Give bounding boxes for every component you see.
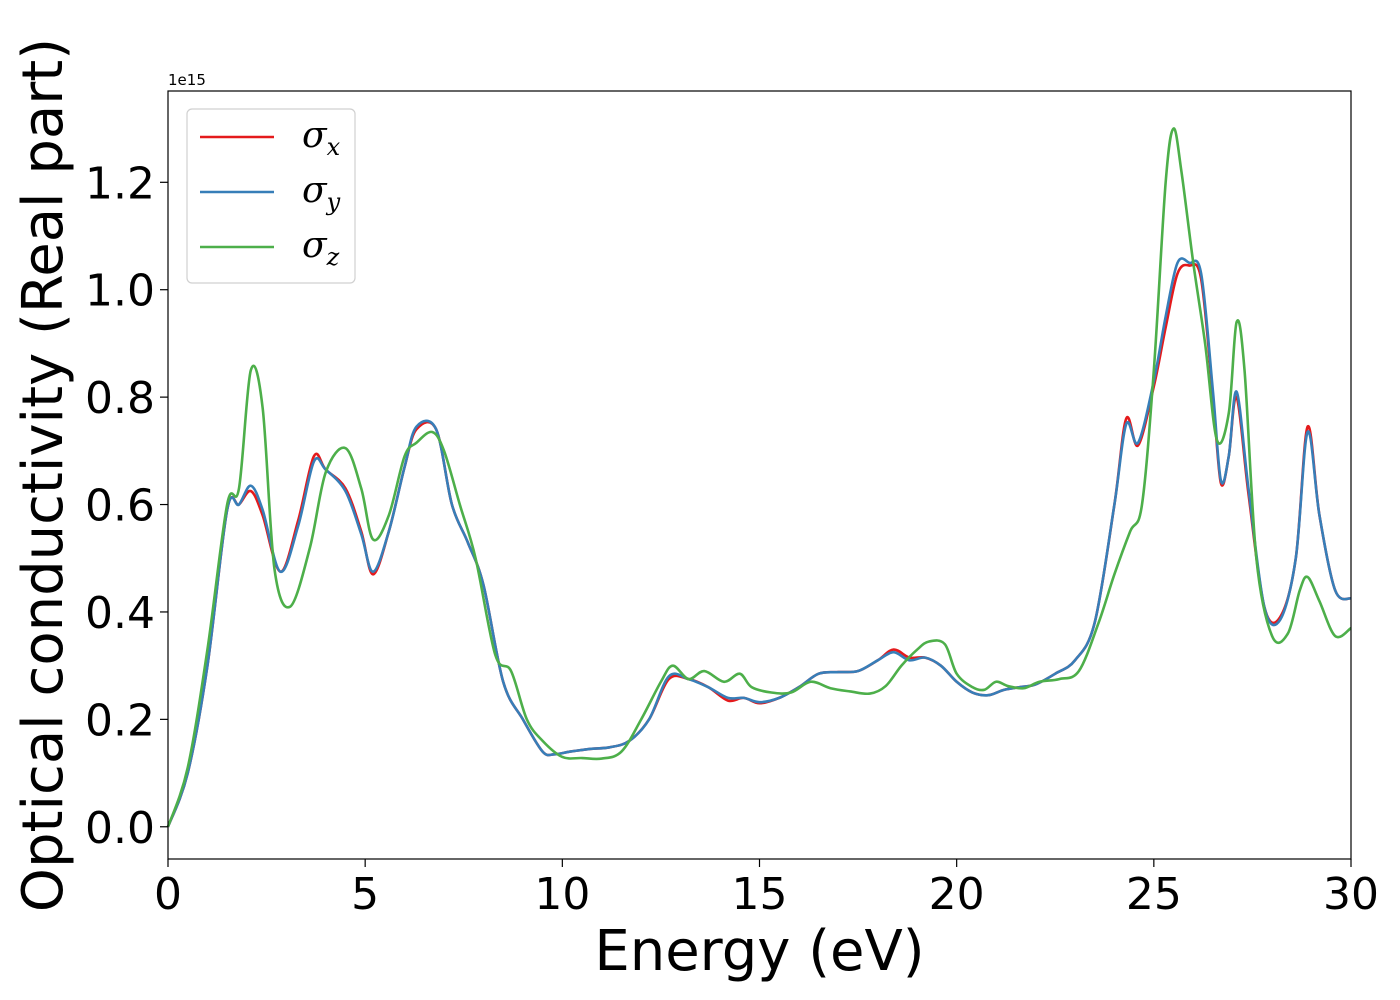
series-line-z [166,127,1352,828]
x-tick-label: 5 [351,869,379,920]
y-offset-label: 1e15 [168,71,206,89]
legend: σx σy σz [186,108,356,284]
y-tick-label: 0.4 [85,588,155,639]
x-axis-title: Energy (eV) [594,919,924,984]
x-tick-label: 0 [154,869,182,920]
y-axis: 0.0 0.2 0.4 0.6 0.8 1.0 1.2 [85,158,168,854]
y-axis-title: Optical conductivity (Real part) [11,38,76,912]
y-tick-label: 1.2 [85,158,155,209]
legend-label-x: σx [302,115,341,161]
x-tick-label: 15 [732,869,788,920]
x-tick-label: 20 [929,869,985,920]
y-tick-label: 0.6 [85,481,155,532]
y-tick-label: 1.0 [85,266,155,317]
x-tick-label: 25 [1126,869,1182,920]
plot-lines [166,127,1352,828]
y-tick-label: 0.0 [85,803,155,854]
y-tick-label: 0.8 [85,373,155,424]
x-tick-label: 10 [534,869,590,920]
x-axis: 0 5 10 15 20 25 30 [154,859,1379,920]
legend-box [186,108,356,284]
legend-label-y: σy [302,170,341,216]
y-tick-label: 0.2 [85,695,155,746]
series-line-y [166,257,1352,828]
x-tick-label: 30 [1323,869,1379,920]
legend-label-z: σz [302,225,340,271]
